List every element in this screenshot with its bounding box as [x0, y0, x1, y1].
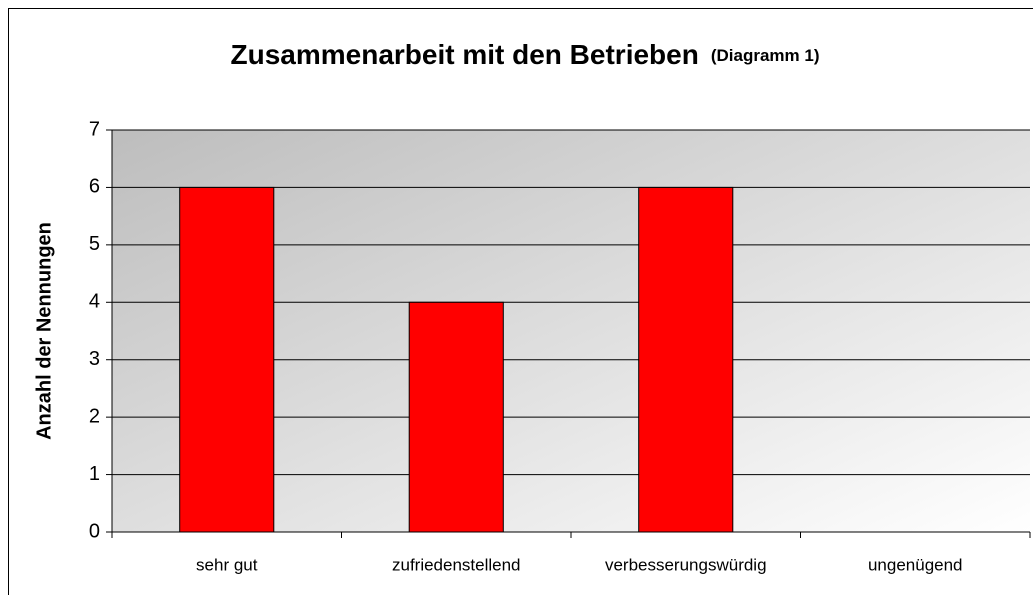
y-tick-label: 7: [89, 118, 100, 140]
x-tick-label: verbesserungswürdig: [605, 555, 767, 574]
x-tick-label: zufriedenstellend: [392, 555, 521, 574]
x-tick-label: sehr gut: [196, 555, 258, 574]
bar: [408, 301, 504, 533]
y-tick-label: 2: [89, 405, 100, 427]
y-tick-label: 1: [89, 463, 100, 485]
y-tick-label: 4: [89, 291, 100, 313]
y-tick-label: 5: [89, 233, 100, 255]
bar: [179, 186, 275, 533]
y-tick-label: 3: [89, 348, 100, 370]
y-axis-label: Anzahl der Nennungen: [33, 222, 55, 440]
chart-subtitle: (Diagramm 1): [711, 46, 820, 65]
x-tick-label: ungenügend: [868, 555, 963, 574]
chart-title: Zusammenarbeit mit den Betrieben: [231, 39, 699, 70]
y-tick-label: 0: [89, 520, 100, 542]
chart-title-group: Zusammenarbeit mit den Betrieben (Diagram…: [231, 39, 820, 70]
y-tick-label: 6: [89, 176, 100, 198]
bar: [638, 186, 734, 533]
